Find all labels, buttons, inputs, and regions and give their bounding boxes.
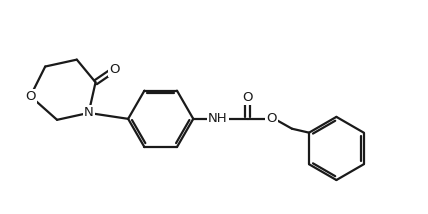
Text: O: O	[109, 63, 119, 76]
Text: NH: NH	[208, 112, 228, 125]
Text: O: O	[266, 112, 276, 125]
Text: O: O	[242, 91, 253, 104]
Text: N: N	[84, 106, 94, 119]
Text: O: O	[25, 90, 36, 103]
